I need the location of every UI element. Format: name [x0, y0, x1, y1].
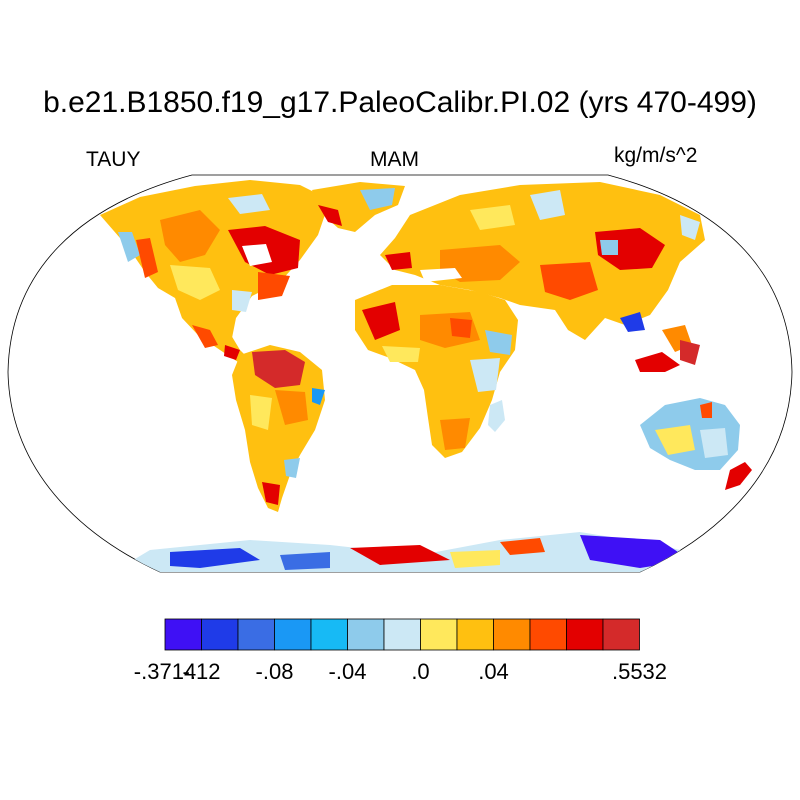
- landmass-central-america: [175, 298, 250, 362]
- landmass-greenland: [312, 182, 405, 232]
- colorbar-tick-label: -.12: [183, 659, 221, 684]
- variable-label: TAUY: [86, 148, 141, 171]
- colorbar-swatch: [566, 618, 604, 651]
- landmass-australia: [640, 398, 740, 470]
- colorbar-swatch: [529, 618, 567, 651]
- colorbar-swatch: [383, 618, 421, 651]
- landmass-antarctica: [100, 532, 700, 572]
- landmass-new-zealand: [725, 462, 752, 490]
- colorbar-labels: -.3714-.12 -.08 -.04 .0 .04 .5532: [134, 659, 667, 684]
- colorbar-swatch: [164, 618, 202, 651]
- colorbar-tick-label: -.04: [329, 659, 367, 684]
- units-label: kg/m/s^2: [614, 144, 698, 167]
- colorbar-swatches: [164, 618, 640, 651]
- landmass-maritime-asia: [635, 325, 700, 372]
- colorbar-swatch: [493, 618, 531, 651]
- colorbar-swatch: [310, 618, 348, 651]
- colorbar-swatch: [201, 618, 239, 651]
- colorbar-tick-label: .04: [478, 659, 509, 684]
- landmass-africa: [355, 285, 518, 458]
- colorbar-tick-label: .0: [411, 659, 429, 684]
- landmass-madagascar: [488, 400, 505, 432]
- season-label: MAM: [370, 148, 419, 171]
- colorbar-swatch: [420, 618, 458, 651]
- colorbar-swatch: [602, 618, 640, 651]
- landmass-eurasia: [380, 182, 705, 340]
- colorbar-swatch: [456, 618, 494, 651]
- landmass-south-america: [232, 345, 325, 512]
- colorbar-swatch: [347, 618, 385, 651]
- plot-title: b.e21.B1850.f19_g17.PaleoCalibr.PI.02 (y…: [43, 86, 757, 119]
- colorbar-tick-label: -.08: [256, 659, 294, 684]
- colorbar-swatch: [237, 618, 275, 651]
- colorbar-swatch: [274, 618, 312, 651]
- colorbar-tick-label: .5532: [612, 659, 667, 684]
- colorbar-tick-label: -.3714: [134, 659, 196, 684]
- landmass-north-america: [100, 180, 330, 338]
